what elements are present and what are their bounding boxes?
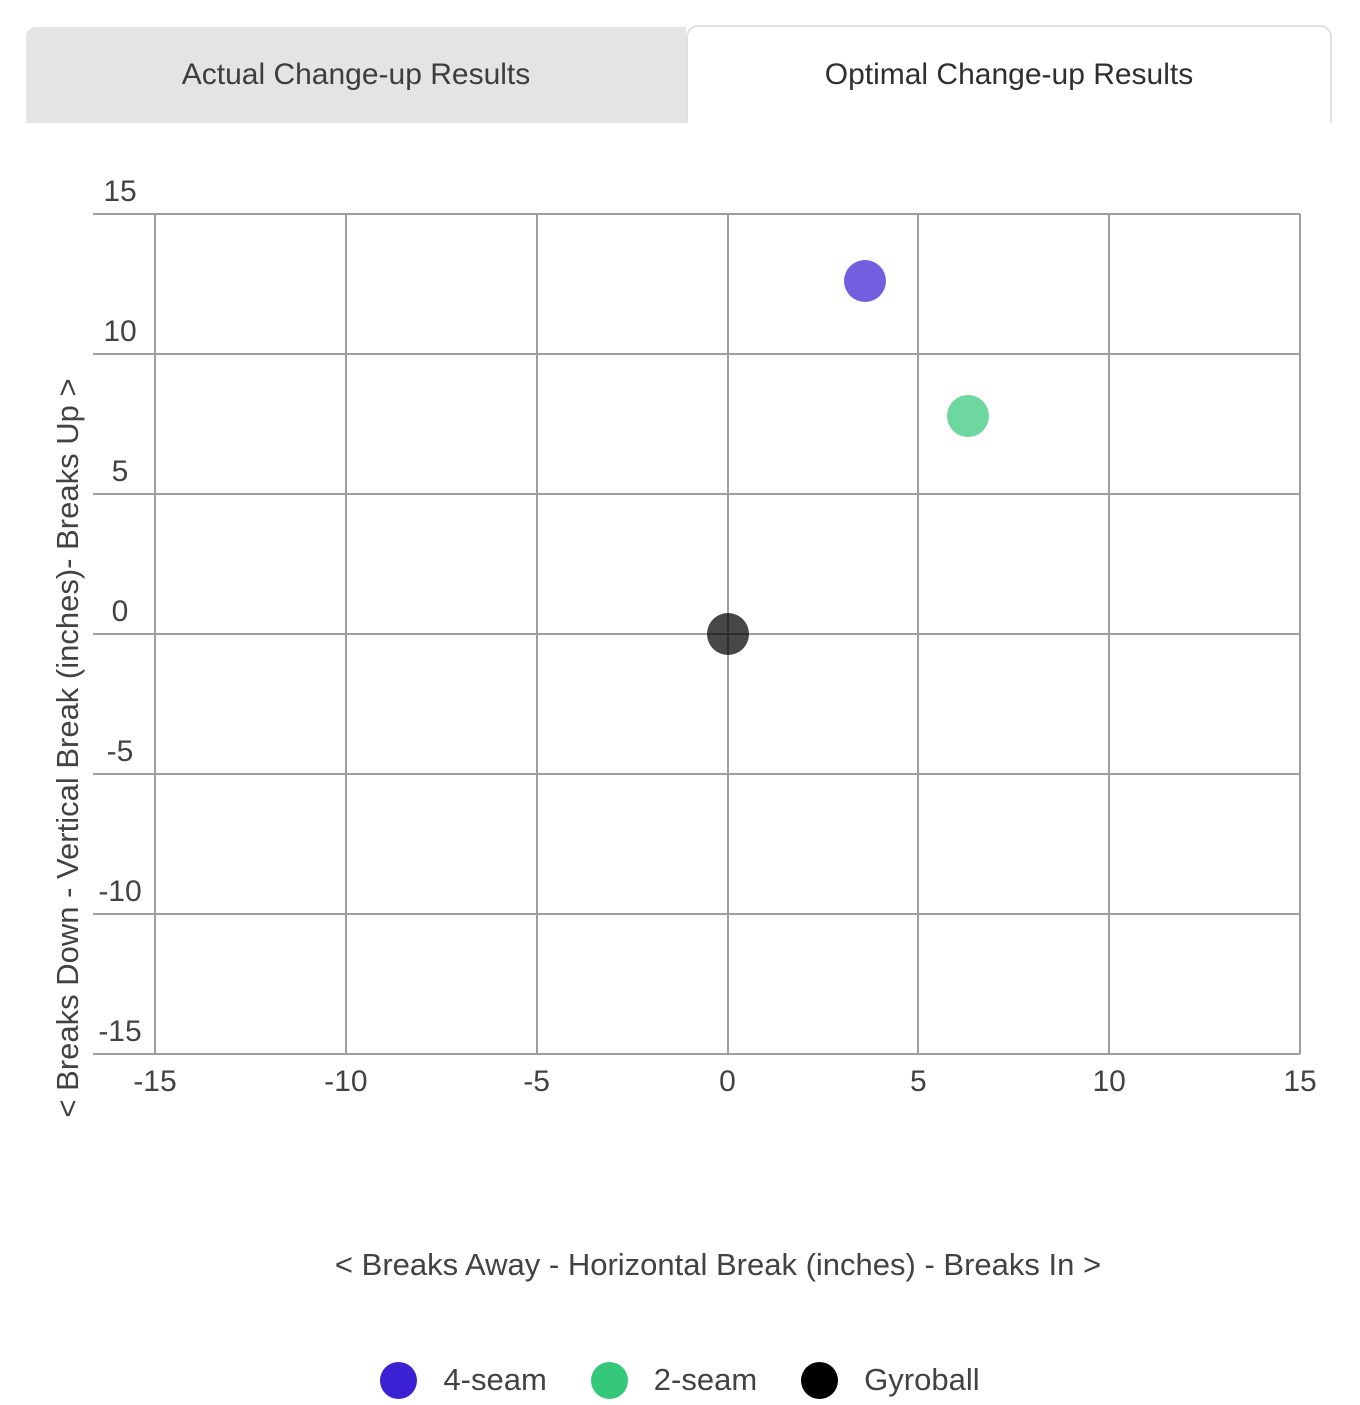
y-tick-label: 15 xyxy=(103,175,137,208)
x-tick-label: -10 xyxy=(324,1065,368,1098)
legend-label: Gyroball xyxy=(864,1362,980,1397)
chart-legend: 4-seam 2-seam Gyroball xyxy=(0,1355,1360,1405)
y-tick-label: -5 xyxy=(106,735,134,768)
y-axis-title: < Breaks Down - Vertical Break (inches)-… xyxy=(50,378,85,1118)
y-tick-label: 10 xyxy=(103,315,137,348)
gridline-horizontal xyxy=(93,353,1300,355)
legend-swatch-icon xyxy=(801,1361,839,1399)
tab-actual-results-label: Actual Change-up Results xyxy=(181,58,531,91)
x-tick-label: -15 xyxy=(133,1065,177,1098)
x-tick-label: 10 xyxy=(1092,1065,1126,1098)
x-tick-label: 0 xyxy=(719,1065,736,1098)
gridline-vertical xyxy=(535,214,538,1054)
gridline-vertical xyxy=(154,214,156,1054)
legend-item-gyroball[interactable]: Gyroball xyxy=(801,1361,980,1399)
gridline-horizontal xyxy=(93,773,1300,775)
gridline-horizontal xyxy=(93,633,1300,635)
x-tick-label: 5 xyxy=(909,1065,927,1098)
legend-label: 4-seam xyxy=(443,1362,547,1397)
gridline-vertical xyxy=(344,214,347,1054)
data-point-4-seam[interactable] xyxy=(843,260,886,303)
y-tick-label: -15 xyxy=(98,1015,142,1048)
legend-label: 2-seam xyxy=(653,1362,758,1397)
legend-item-4-seam[interactable]: 4-seam xyxy=(380,1361,547,1399)
scatter-chart: -15 -10 -5 0 5 10 15 -15 -10 -5 0 5 10 15 < Breaks Aw… xyxy=(0,123,1360,1399)
data-point-gyroball[interactable] xyxy=(706,613,749,655)
legend-item-2-seam[interactable]: 2-seam xyxy=(590,1361,758,1399)
y-tick-label: -10 xyxy=(98,875,142,908)
legend-swatch-icon xyxy=(590,1361,628,1399)
legend-swatch-icon xyxy=(380,1361,418,1399)
tab-optimal-results[interactable]: Optimal Change-up Results xyxy=(686,25,1332,123)
y-tick-label: 5 xyxy=(111,455,129,488)
tab-optimal-results-label: Optimal Change-up Results xyxy=(824,58,1194,91)
data-point-2-seam[interactable] xyxy=(946,394,989,437)
gridline-vertical xyxy=(1108,214,1111,1054)
gridline-vertical xyxy=(1299,214,1301,1054)
gridline-horizontal xyxy=(93,493,1300,495)
gridline-horizontal xyxy=(93,213,1300,215)
x-tick-label: 15 xyxy=(1283,1065,1317,1098)
tab-actual-results[interactable]: Actual Change-up Results xyxy=(26,27,686,123)
x-axis-title: < Breaks Away - Horizontal Break (inches… xyxy=(334,1247,1102,1282)
y-tick-label: 0 xyxy=(111,595,129,628)
gridline-horizontal xyxy=(93,913,1300,915)
x-tick-label: -5 xyxy=(523,1065,550,1098)
gridline-vertical xyxy=(917,214,920,1054)
gridline-horizontal xyxy=(93,1053,1300,1055)
